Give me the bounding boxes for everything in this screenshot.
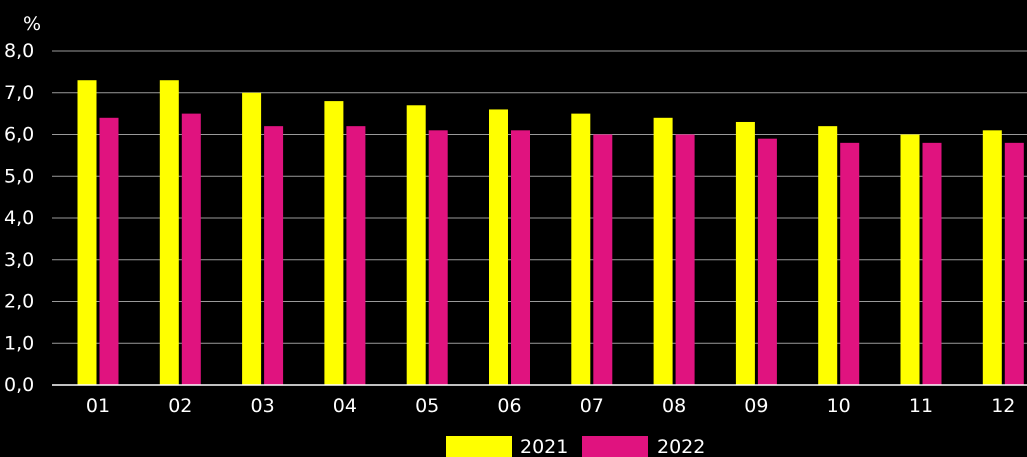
bar-2022-05 (428, 130, 448, 385)
axes: 0,0 1,0 2,0 3,0 4,0 5,0 6,0 7,0 8,0 01 02 03 04 05 06 0… (4, 40, 1027, 417)
bar-2021-05 (406, 105, 426, 386)
bar-2022-08 (675, 134, 695, 385)
x-tick-label: 11 (909, 395, 933, 417)
bar-2021-11 (900, 134, 920, 385)
x-tick-label: 04 (333, 395, 357, 417)
bar-2021-12 (982, 130, 1002, 385)
legend-swatch-2021 (446, 436, 512, 457)
x-tick-label: 07 (580, 395, 604, 417)
bar-2021-06 (489, 109, 508, 385)
y-tick-label: 3,0 (4, 249, 34, 271)
y-tick-label: 8,0 (4, 40, 34, 62)
x-tick-label: 08 (662, 395, 686, 417)
bar-2021-03 (242, 92, 262, 385)
bar-2021-09 (735, 121, 755, 385)
bar-2022-12 (1004, 142, 1024, 385)
legend-label-2022: 2022 (657, 436, 705, 457)
bar-2021-02 (159, 80, 179, 385)
x-tick-label: 01 (86, 395, 110, 417)
y-tick-label: 6,0 (4, 124, 34, 146)
bar-2022-02 (181, 113, 201, 385)
bar-2022-01 (99, 117, 119, 386)
bar-2021-01 (77, 80, 97, 385)
x-tick-label: 02 (168, 395, 192, 417)
y-axis-unit-label: % (23, 13, 41, 35)
y-tick-label: 5,0 (4, 165, 34, 187)
bar-2022-03 (264, 126, 284, 386)
gridlines (52, 50, 1027, 386)
bar-2022-10 (840, 142, 860, 385)
bar-2021-04 (324, 101, 344, 385)
x-tick-label: 12 (991, 395, 1015, 417)
bar-2022-07 (593, 134, 613, 385)
y-tick-label: 0,0 (4, 374, 34, 396)
bar-2021-07 (571, 113, 591, 385)
bar-2021-10 (818, 126, 838, 386)
legend: 2021 2022 (446, 436, 705, 457)
bar-2021-08 (653, 117, 673, 386)
x-tick-label: 03 (251, 395, 275, 417)
y-tick-label: 2,0 (4, 291, 34, 313)
x-tick-label: 05 (415, 395, 439, 417)
bar-2022-04 (346, 126, 366, 386)
x-tick-label: 10 (827, 395, 851, 417)
y-tick-label: 7,0 (4, 82, 34, 104)
legend-label-2021: 2021 (520, 436, 568, 457)
x-tick-label: 09 (744, 395, 768, 417)
y-tick-label: 1,0 (4, 332, 34, 354)
bar-2022-09 (757, 138, 777, 385)
x-tick-label: 06 (497, 395, 521, 417)
y-tick-label: 4,0 (4, 207, 34, 229)
bars (77, 80, 1024, 386)
legend-swatch-2022 (582, 436, 648, 457)
bar-2022-11 (922, 142, 942, 385)
bar-2022-06 (511, 130, 530, 385)
